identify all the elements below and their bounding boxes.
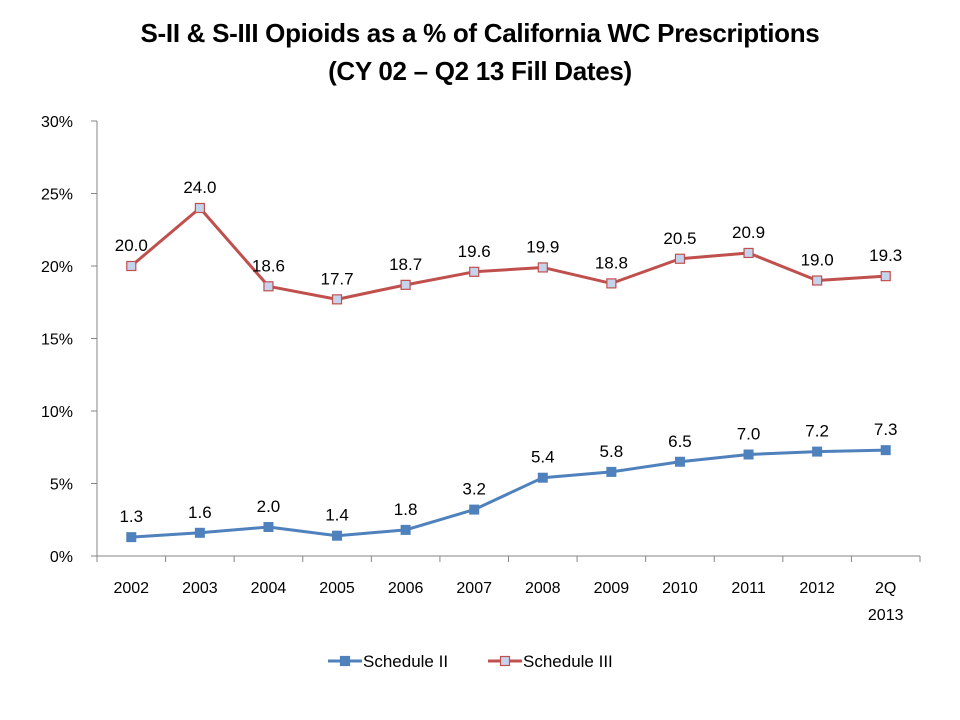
x-tick-label: 2012 [799, 580, 835, 597]
x-tick-label: 2011 [731, 580, 766, 597]
x-tick-label: 2004 [251, 580, 287, 597]
data-label-schedule-ii: 7.3 [874, 420, 898, 439]
x-tick-label-line: 2002 [113, 580, 149, 597]
data-point-schedule-iii [331, 294, 343, 305]
x-tick-label: 2005 [319, 580, 355, 597]
data-point-schedule-iii [126, 260, 137, 272]
data-point-schedule-ii [606, 466, 617, 477]
legend-marker-schedule-ii [339, 655, 351, 667]
x-tick-label-line: 2013 [868, 607, 904, 624]
x-tick-label: 2003 [182, 580, 218, 597]
legend-item-schedule-iii: Schedule III [488, 652, 613, 671]
data-point-schedule-iii [743, 247, 754, 259]
chart-title: S-II & S-III Opioids as a % of Californi… [0, 14, 960, 90]
data-label-schedule-iii: 20.9 [732, 223, 765, 242]
legend-marker-schedule-iii [499, 655, 511, 667]
data-point-schedule-ii [880, 445, 891, 456]
y-tick-label: 10% [41, 404, 73, 421]
legend-label-schedule-ii: Schedule II [363, 652, 448, 671]
data-label-schedule-ii: 7.2 [805, 422, 829, 441]
x-tick-label-line: 2Q [875, 580, 896, 597]
x-tick-label-line: 2007 [456, 580, 492, 597]
y-tick-label: 30% [41, 114, 73, 131]
data-point-schedule-ii [263, 522, 274, 532]
data-label-schedule-iii: 19.6 [458, 242, 491, 261]
data-point-schedule-iii [400, 279, 411, 290]
data-point-schedule-ii [400, 524, 411, 535]
data-point-schedule-iii [263, 281, 274, 292]
data-label-schedule-ii: 5.8 [600, 442, 624, 461]
x-tick-label: 2010 [662, 580, 698, 597]
data-label-schedule-ii: 7.0 [737, 425, 761, 444]
data-point-schedule-iii [194, 202, 205, 214]
x-tick-label-line: 2008 [525, 580, 561, 597]
data-point-schedule-iii [674, 253, 686, 264]
data-point-schedule-iii [537, 262, 548, 273]
y-tick-label: 0% [50, 549, 73, 566]
data-label-schedule-iii: 19.0 [801, 251, 834, 270]
x-tick-label: 2007 [456, 580, 492, 597]
data-label-schedule-iii: 17.7 [320, 269, 353, 288]
x-tick-label-line: 2009 [594, 580, 630, 597]
chart-subtitle: (CY 02 – Q2 13 Fill Dates) [328, 56, 632, 86]
x-tick-label-line: 2004 [251, 580, 287, 597]
x-tick-label-line: 2011 [731, 580, 766, 597]
data-label-schedule-iii: 18.8 [595, 253, 628, 272]
y-tick-label: 20% [41, 259, 73, 276]
data-point-schedule-iii [880, 271, 891, 282]
data-label-schedule-ii: 3.2 [462, 480, 486, 499]
series-lines [130, 206, 886, 539]
data-point-schedule-ii [674, 456, 685, 467]
data-point-schedule-ii [812, 446, 823, 457]
data-label-schedule-iii: 18.6 [252, 256, 285, 275]
data-labels: 1.3 1.6 2.0 1.4 1.8 3.2 5.4 5.8 6.5 7.0 7.2 7.3 20.0… [115, 178, 903, 526]
legend-label-schedule-iii: Schedule III [523, 652, 613, 671]
data-point-schedule-ii [126, 532, 137, 543]
data-label-schedule-iii: 19.3 [869, 246, 902, 265]
chart-title-line1: S-II & S-III Opioids as a % of Californi… [140, 18, 820, 48]
data-label-schedule-iii: 20.5 [663, 229, 696, 248]
data-label-schedule-ii: 5.4 [531, 448, 555, 467]
series-line-schedule-iii [130, 206, 886, 301]
data-label-schedule-iii: 20.0 [115, 236, 148, 255]
data-point-schedule-ii [194, 527, 205, 538]
data-point-schedule-ii [332, 530, 343, 541]
x-tick-label: 2Q 2013 [868, 580, 904, 624]
y-tick-label: 15% [41, 332, 73, 349]
data-point-schedule-ii [537, 472, 548, 483]
data-label-schedule-ii: 6.5 [668, 432, 692, 451]
data-label-schedule-iii: 18.7 [389, 255, 422, 274]
x-tick-label: 2008 [525, 580, 561, 597]
x-tick-label-line: 2012 [799, 580, 835, 597]
data-label-schedule-ii: 2.0 [257, 497, 281, 516]
data-label-schedule-iii: 24.0 [183, 178, 216, 197]
data-label-schedule-ii: 1.3 [119, 507, 143, 526]
data-label-schedule-iii: 19.9 [526, 237, 559, 256]
x-tick-label-line: 2006 [388, 580, 424, 597]
series-line-schedule-ii [131, 448, 886, 539]
data-point-schedule-iii [606, 278, 617, 289]
data-point-schedule-ii [469, 504, 480, 515]
x-tick-label: 2009 [594, 580, 630, 597]
x-tick-label-line: 2003 [182, 580, 218, 597]
legend: Schedule II Schedule III [328, 652, 613, 671]
data-point-schedule-iii [812, 275, 823, 286]
x-tick-label: 2006 [388, 580, 424, 597]
x-tick-label: 2002 [113, 580, 149, 597]
data-point-schedule-ii [743, 449, 754, 460]
legend-item-schedule-ii: Schedule II [328, 652, 448, 671]
data-label-schedule-ii: 1.6 [188, 503, 212, 522]
y-tick-label: 5% [50, 477, 73, 494]
x-tick-label-line: 2010 [662, 580, 698, 597]
x-tick-label-line: 2005 [319, 580, 355, 597]
data-point-schedule-iii [469, 266, 480, 277]
y-tick-label: 25% [41, 187, 73, 204]
data-label-schedule-ii: 1.4 [325, 506, 349, 525]
data-label-schedule-ii: 1.8 [394, 500, 418, 519]
series-markers [126, 202, 891, 543]
axes: 0% 5% 10% 15% 20% 25% 30% 2002 2003 2004 2005 2006 2… [41, 114, 921, 624]
